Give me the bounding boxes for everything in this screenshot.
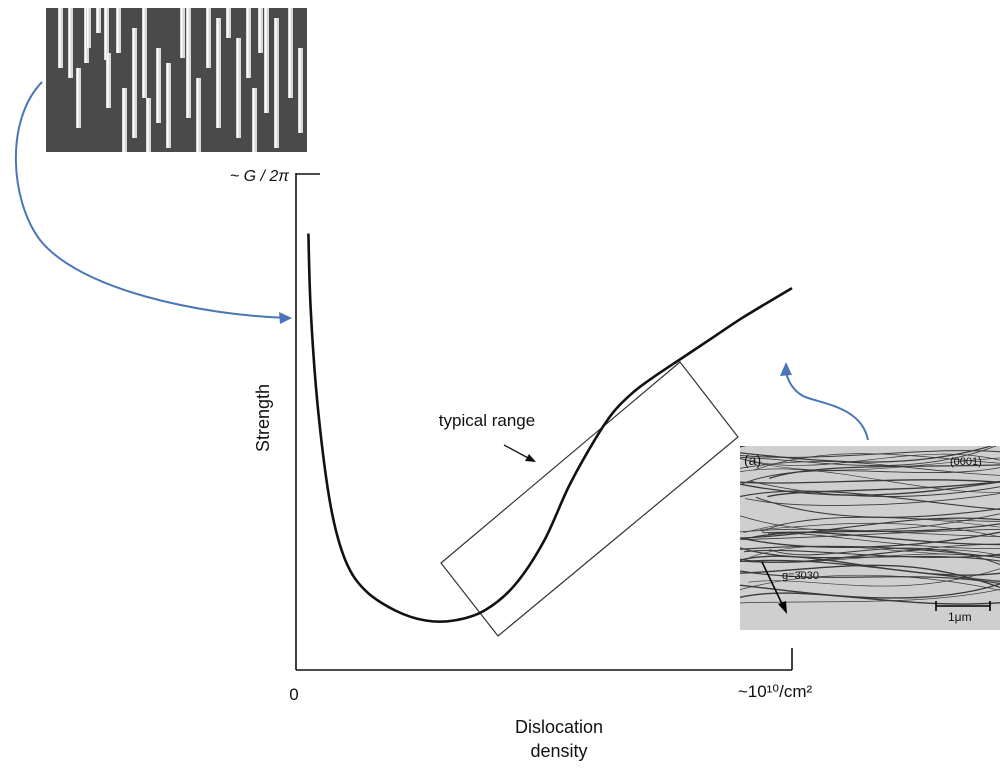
nanowire-highlight bbox=[69, 8, 71, 78]
dislocation-line bbox=[740, 531, 1000, 548]
nanowire-highlight bbox=[59, 8, 61, 68]
nanowire-highlight bbox=[85, 8, 87, 63]
dislocation-line bbox=[753, 453, 1000, 471]
nanowire-highlight bbox=[289, 8, 291, 98]
y-tick-top-label: ~ G / 2π bbox=[230, 168, 289, 185]
nanowire-highlight bbox=[77, 68, 79, 128]
typical-range-arrowhead bbox=[525, 454, 536, 462]
nanowire-highlight bbox=[87, 8, 89, 48]
x-axis-label-line2: density bbox=[530, 741, 587, 761]
g-vector-arrow bbox=[761, 561, 785, 609]
typical-range-label: typical range bbox=[439, 411, 535, 430]
dislocation-line bbox=[743, 516, 1000, 533]
nanowire-highlight bbox=[117, 8, 119, 53]
nanowire-highlight bbox=[265, 8, 267, 113]
nanowire-highlight bbox=[253, 88, 255, 152]
dislocation-line bbox=[740, 570, 1000, 585]
dislocation-line bbox=[769, 547, 1000, 566]
dislocation-line bbox=[740, 513, 1000, 532]
tem-scale-label: 1μm bbox=[948, 610, 972, 624]
x-axis-label-line1: Dislocation bbox=[515, 717, 603, 737]
x-tick-end-label: ~10¹⁰/cm² bbox=[738, 682, 813, 701]
dislocation-line bbox=[760, 522, 1000, 538]
dislocation-line bbox=[740, 446, 998, 466]
nanowire-highlight bbox=[197, 78, 199, 152]
dislocation-line bbox=[740, 528, 1000, 537]
dislocation-line bbox=[740, 592, 1000, 605]
left-connector-arrow bbox=[14, 81, 289, 319]
dislocation-line bbox=[749, 546, 1000, 558]
nanowire-highlight bbox=[181, 8, 183, 58]
nanowire-highlight bbox=[123, 88, 125, 152]
nanowire-highlight bbox=[147, 98, 149, 152]
dislocation-line bbox=[740, 468, 1000, 493]
x-tick-zero-label: 0 bbox=[289, 685, 298, 704]
right-connector-arrow bbox=[785, 371, 869, 441]
dislocation-line bbox=[743, 523, 1000, 540]
dislocation-line bbox=[740, 543, 1000, 563]
nanowire-highlight bbox=[275, 18, 277, 148]
nanowire-highlight bbox=[299, 48, 301, 133]
tem-panel-label: (a) bbox=[744, 452, 762, 468]
dislocation-line bbox=[749, 480, 1000, 497]
dislocation-line bbox=[745, 492, 1000, 506]
nanowire-highlight bbox=[247, 8, 249, 78]
nanowire-highlight bbox=[143, 8, 145, 98]
nanowire-highlight bbox=[227, 8, 229, 38]
scale-bar bbox=[935, 601, 991, 611]
nanowire-sem-photo-icon bbox=[46, 8, 307, 152]
dislocation-line bbox=[761, 516, 1000, 532]
dislocation-line bbox=[741, 466, 1000, 485]
typical-range-arrow bbox=[503, 444, 531, 460]
nanowire-highlight bbox=[207, 8, 209, 68]
dislocation-line bbox=[740, 589, 1000, 604]
dislocation-line bbox=[743, 549, 1000, 558]
dislocation-line bbox=[740, 555, 1000, 576]
nanowire-highlight bbox=[107, 53, 109, 108]
dislocation-line bbox=[767, 531, 1000, 546]
right-connector-arrowhead bbox=[780, 362, 792, 376]
nanowire-sem-photo bbox=[46, 8, 307, 152]
dislocation-line bbox=[740, 446, 993, 463]
dislocation-line bbox=[740, 453, 1000, 466]
nanowire-highlight bbox=[187, 8, 189, 118]
tem-g-vector-label: g=3̄030 bbox=[782, 570, 820, 582]
nanowire-highlight bbox=[97, 8, 99, 33]
dislocation-line bbox=[740, 559, 1000, 582]
tem-plane-label: (0001) bbox=[950, 456, 982, 468]
nanowire-highlight bbox=[105, 8, 107, 60]
strength-curve bbox=[307, 233, 793, 623]
nanowire-highlight bbox=[157, 48, 159, 123]
dislocation-tem-photo: (a) (0001) g=3̄030 1μm bbox=[740, 446, 1000, 630]
typical-range-box bbox=[440, 361, 739, 637]
dislocation-line bbox=[740, 517, 1000, 539]
dislocation-line bbox=[767, 480, 1000, 498]
nanowire-highlight bbox=[237, 38, 239, 138]
dislocation-line bbox=[740, 583, 1000, 599]
nanowire-highlight bbox=[217, 18, 219, 128]
dislocation-line bbox=[740, 457, 1000, 471]
g-vector-arrowhead bbox=[778, 601, 787, 614]
nanowire-highlight bbox=[133, 28, 135, 138]
y-axis-label: Strength bbox=[253, 384, 273, 452]
left-connector-arrowhead bbox=[279, 312, 292, 324]
nanowire-highlight bbox=[259, 8, 261, 53]
dislocation-line bbox=[740, 481, 1000, 496]
nanowire-highlight bbox=[167, 63, 169, 148]
